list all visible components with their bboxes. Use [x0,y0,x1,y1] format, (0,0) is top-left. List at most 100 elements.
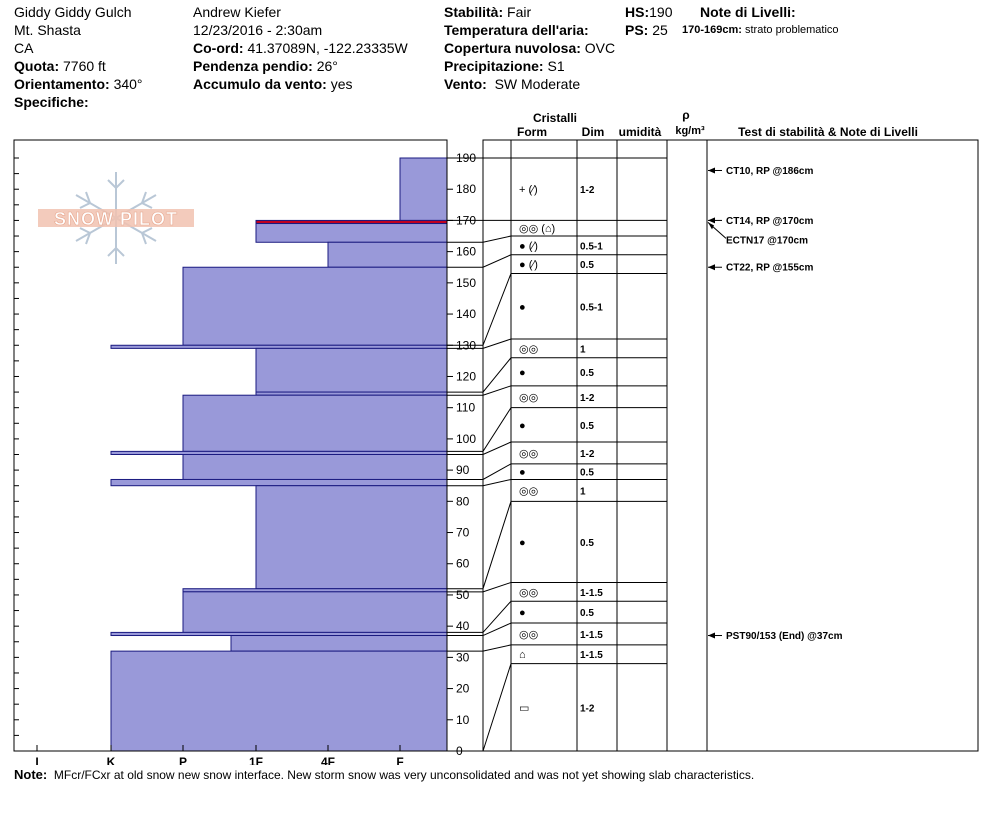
wind-loading-row: Accumulo da vento: yes [193,75,408,93]
tests-header: Test di stabilità & Note di Livelli [738,125,918,139]
snowpilot-logo: SNOW PILOT [38,172,194,264]
crystal-form-symbol: ● [519,420,526,432]
crystal-form-symbol: ● [519,367,526,379]
layer-connector [447,478,512,487]
crystal-size-value: 1-2 [580,185,595,196]
crystal-form-symbol: ◎◎ (⌂) [519,223,555,235]
hardness-bar-6 [255,347,448,393]
crystal-table-frame [482,139,979,752]
header-col2: Andrew Kiefer 12/23/2016 - 2:30am Co-ord… [193,3,408,93]
crystal-size-value: 1-2 [580,449,595,460]
crystal-form-symbol: ◎◎ [519,392,538,404]
ps-label: PS: [625,22,649,38]
crystal-size-value: 1-1.5 [580,588,603,599]
crystal-form-symbol: ● [519,537,526,549]
test-arrowhead [708,632,715,639]
depth-tick-label: 50 [456,588,470,602]
crystal-form-symbol: ◎◎ [519,587,538,599]
precip-label: Precipitazione: [444,58,544,74]
layer-note-range: 170-169cm: [682,24,742,36]
crystal-size-value: 0.5 [580,368,594,379]
crystal-form-symbol: + (⁄) [519,184,538,196]
crystal-size-value: 0.5-1 [580,302,603,313]
depth-tick-label: 180 [456,182,476,196]
hardness-bar-12 [255,485,448,590]
precip-value: S1 [547,58,565,74]
crystal-size-value: 1 [580,344,586,355]
coord-label: Co-ord: [193,40,244,56]
note-label: Note: [14,767,48,782]
aspect-value: 340° [113,76,143,92]
wind-row: Vento: SW Moderate [444,75,615,93]
depth-tick-label: 80 [456,494,470,508]
crystal-form-symbol: ◎◎ [519,629,538,641]
elevation-row: Quota: 7760 ft [14,57,143,75]
layer-note-line: 170-169cm: strato problematico [682,21,839,39]
ps-value: 25 [652,22,668,38]
specifics-row: Specifiche: [14,93,143,111]
hardness-tick-label: I [35,755,38,765]
size-header: Dim [582,125,605,139]
hardness-layers [110,157,448,752]
layer-connector [447,663,512,752]
layer-connector [447,235,512,243]
sky-row: Copertura nuvolosa: OVC [444,39,615,57]
hardness-bar-10 [182,454,448,480]
crystal-size-value: 1-1.5 [580,650,603,661]
hardness-bar-16 [230,635,448,652]
stability-test-label: CT14, RP @170cm [726,216,813,227]
stability-test-label: CT10, RP @186cm [726,166,813,177]
header-col5: Note di Livelli: 170-169cm: strato probl… [682,3,839,39]
snow-profile-chart: SNOW PILOT I K P 1F 4F F 01020304050607080901… [13,108,979,765]
depth-tick-label: 20 [456,682,470,696]
hardness-bar-14 [182,591,448,633]
layer-notes-label: Note di Livelli: [700,4,796,20]
crystal-size-value: 0.5 [580,260,594,271]
stability-label: Stabilità: [444,4,504,20]
air-temp-label: Temperatura dell'aria: [444,22,589,38]
density-unit-header: kg/m³ [675,125,705,137]
header-col3: Stabilità: Fair Temperatura dell'aria: C… [444,3,615,93]
hardness-bar-4 [182,266,448,346]
crystal-form-symbol: ● [519,467,526,479]
hardness-tick-label: F [396,755,403,765]
elevation-label: Quota: [14,58,60,74]
hardness-bar-2 [255,223,448,243]
crystal-size-value: 1 [580,486,586,497]
crystal-form-symbol: ● [519,301,526,313]
hardness-bar-3 [327,241,448,268]
hs-value: 190 [649,4,673,20]
wind-loading-value: yes [330,76,353,92]
crystal-size-value: 0.5 [580,421,594,432]
crystal-size-value: 0.5 [580,608,594,619]
hardness-bar-11 [110,478,448,487]
wind-value: SW Moderate [494,76,581,92]
depth-tick-label: 30 [456,650,470,664]
test-arrowhead [708,167,715,174]
stability-test-label: CT22, RP @155cm [726,263,813,274]
depth-tick-label: 60 [456,557,470,571]
left-minor-ticks [14,157,19,752]
depth-tick-label: 90 [456,463,470,477]
observer-name: Andrew Kiefer [193,4,281,20]
crystal-size-value: 0.5 [580,468,594,479]
crystal-size-value: 0.5 [580,538,594,549]
crystal-size-value: 1-2 [580,703,595,714]
depth-tick-label: 120 [456,369,476,383]
crystal-form-symbol: ⌂ [519,649,526,661]
crystal-form-symbol: ● [519,607,526,619]
header-col1: Giddy Giddy Gulch Mt. Shasta CA Quota: 7… [14,3,143,111]
depth-tick-label: 10 [456,713,470,727]
crystal-size-value: 0.5-1 [580,241,603,252]
layer-note-text: strato problematico [745,24,839,36]
crystal-form-symbol: ● (⁄) [519,240,538,252]
aspect-label: Orientamento: [14,76,110,92]
hardness-plot-frame [13,139,448,752]
depth-tick-label: 70 [456,526,470,540]
layer-notes-row: Note di Livelli: [682,3,839,21]
sky-value: OVC [584,40,616,56]
test-arrowhead [708,217,715,224]
depth-tick-label: 150 [456,276,476,290]
depth-tick-label: 40 [456,619,470,633]
header-col4: HS:190 PS: 25 [625,3,672,39]
